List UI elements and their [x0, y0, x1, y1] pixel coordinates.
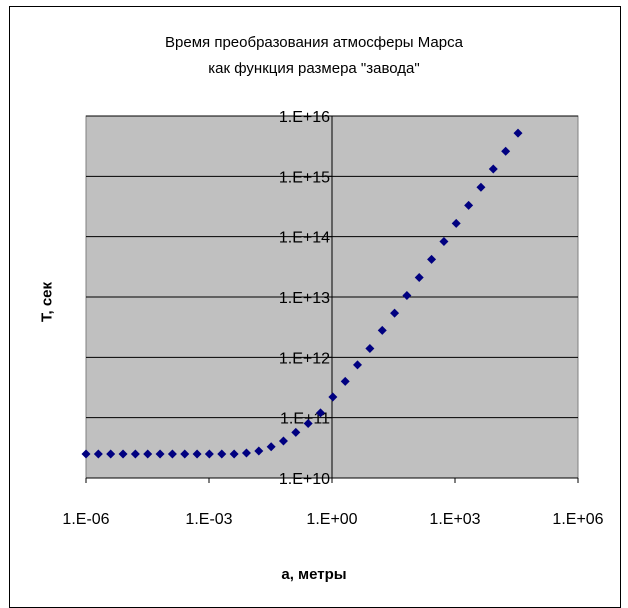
data-point	[278, 436, 288, 446]
data-point	[254, 446, 264, 456]
y-tick-label: 1.E+15	[279, 169, 330, 186]
y-tick-label: 1.E+12	[279, 350, 330, 367]
x-tick-label: 1.E+06	[552, 511, 603, 528]
data-point	[427, 254, 437, 264]
data-markers	[81, 128, 523, 459]
x-tick-label: 1.E+03	[429, 511, 480, 528]
chart-title-line-2: как функция размера "завода"	[208, 60, 420, 77]
data-point	[501, 146, 511, 156]
data-point	[81, 449, 91, 459]
data-point	[451, 218, 461, 228]
y-tick-label: 1.E+11	[280, 411, 330, 428]
data-point	[217, 449, 227, 459]
data-point	[414, 273, 424, 283]
data-point	[93, 449, 103, 459]
x-axis	[85, 477, 579, 483]
data-point	[303, 419, 313, 429]
data-point	[106, 449, 116, 459]
data-point	[118, 449, 128, 459]
data-point	[180, 449, 190, 459]
y-tick-label: 1.E+16	[279, 109, 330, 126]
data-point	[328, 392, 338, 402]
y-tick-label: 1.E+14	[279, 230, 330, 247]
x-tick-label: 1.E+00	[306, 511, 357, 528]
data-point	[291, 427, 301, 437]
data-point	[513, 128, 523, 138]
x-axis-label: a, метры	[281, 566, 347, 583]
data-point	[353, 360, 363, 370]
data-point	[402, 290, 412, 300]
y-tick-labels: 1.E+10 1.E+11 1.E+12 1.E+13 1.E+14 1.E+15 1.E+…	[279, 109, 330, 488]
data-point	[365, 344, 375, 354]
data-point	[439, 237, 449, 247]
data-point	[476, 182, 486, 192]
data-point	[241, 448, 251, 458]
y-axis-label: T, сек	[38, 281, 56, 323]
data-point	[167, 449, 177, 459]
data-point	[192, 449, 202, 459]
data-point	[204, 449, 214, 459]
data-point	[143, 449, 153, 459]
y-tick-label: 1.E+13	[279, 290, 330, 307]
data-point	[229, 449, 239, 459]
x-tick-label: 1.E-06	[62, 511, 109, 528]
data-point	[340, 376, 350, 386]
x-tick-labels: 1.E-06 1.E-03 1.E+00 1.E+03 1.E+06	[62, 511, 603, 528]
data-point	[390, 308, 400, 318]
chart-title-line-1: Время преобразования атмосферы Марса	[165, 34, 463, 51]
data-point	[155, 449, 165, 459]
data-point	[130, 449, 140, 459]
data-point	[315, 408, 325, 418]
data-point	[266, 442, 276, 452]
y-axis	[327, 115, 333, 479]
y-tick-label: 1.E+10	[279, 471, 330, 488]
x-tick-label: 1.E-03	[185, 511, 232, 528]
data-point	[377, 325, 387, 335]
data-point	[464, 200, 474, 210]
data-point	[488, 164, 498, 174]
